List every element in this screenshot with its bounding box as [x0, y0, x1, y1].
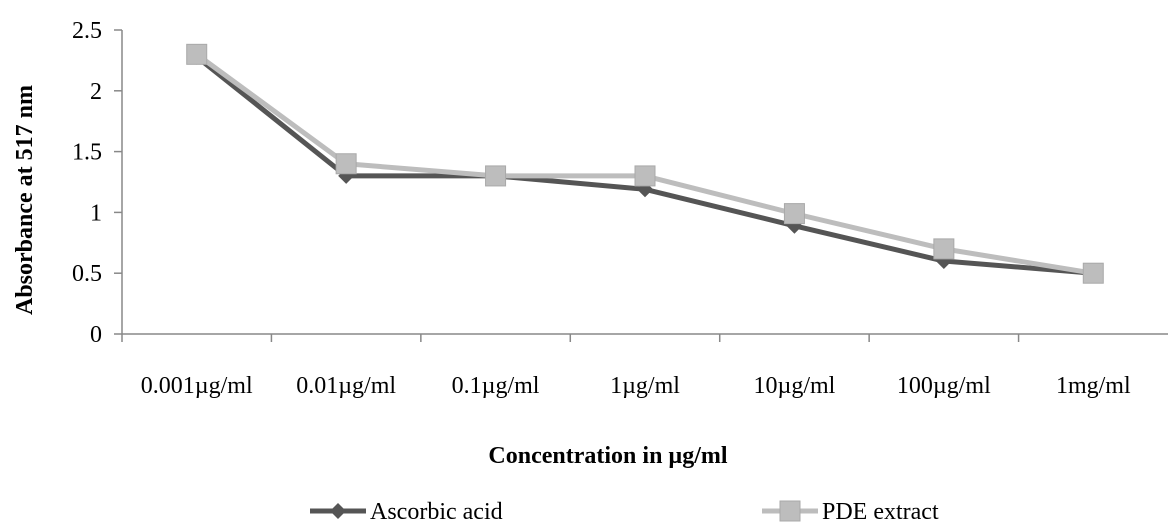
x-tick-label: 0.1µg/ml — [452, 373, 540, 399]
legend-marker — [330, 503, 346, 519]
y-tick-label: 1 — [90, 200, 102, 226]
x-tick-label: 0.001µg/ml — [141, 373, 253, 399]
x-tick-label: 0.01µg/ml — [296, 373, 396, 399]
series-layer — [186, 43, 1104, 284]
y-tick-label: 0.5 — [72, 261, 102, 287]
legend: Ascorbic acid PDE extract — [310, 499, 939, 525]
data-point — [1082, 262, 1104, 284]
legend-item: PDE extract — [762, 499, 939, 525]
x-tick-label: 100µg/ml — [897, 373, 991, 399]
data-point — [186, 43, 208, 65]
series-pde-extract — [186, 43, 1104, 284]
y-tick-label: 1.5 — [72, 140, 102, 166]
x-tick-label: 10µg/ml — [754, 373, 836, 399]
data-point — [335, 153, 357, 175]
y-tick-label: 2 — [90, 79, 102, 105]
data-point — [783, 203, 805, 225]
y-axis-title: Absorbance at 517 nm — [12, 85, 38, 315]
x-ticks: 0.001µg/ml 0.01µg/ml 0.1µg/ml 1µg/ml 10µg/ml… — [121, 334, 1131, 399]
data-point — [485, 165, 507, 187]
legend-label: PDE extract — [822, 499, 939, 525]
legend-item: Ascorbic acid — [310, 499, 503, 525]
x-tick-label: 1µg/ml — [610, 373, 680, 399]
y-tick-label: 2.5 — [72, 18, 102, 44]
x-axis-title: Concentration in µg/ml — [488, 443, 727, 469]
legend-marker — [779, 500, 801, 522]
series-line — [195, 54, 1094, 276]
axes — [121, 30, 1168, 335]
x-tick-label: 1mg/ml — [1056, 373, 1131, 399]
y-ticks: 0 0.5 1 1.5 2 2.5 — [72, 18, 122, 348]
data-point — [933, 238, 955, 260]
y-tick-label: 0 — [90, 322, 102, 348]
data-point — [634, 165, 656, 187]
legend-label: Ascorbic acid — [370, 499, 503, 525]
series-ascorbic-acid — [188, 48, 1102, 282]
